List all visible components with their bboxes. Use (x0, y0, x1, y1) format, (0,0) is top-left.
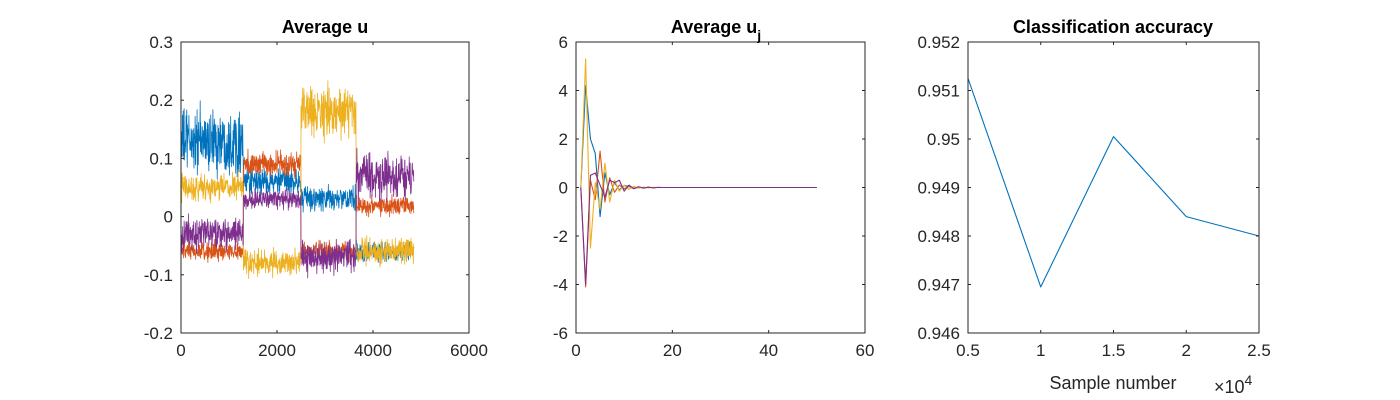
y-tick-label: 6 (559, 33, 568, 52)
series-line-4 (580, 172, 817, 286)
ticks-layer: 0 2000 4000 6000 -0.2 -0.1 0 0.1 0.2 0.3 (144, 33, 488, 360)
x-tick-label: 4000 (354, 341, 392, 360)
x-tick-label: 40 (759, 341, 778, 360)
chart-title: Average uj (671, 17, 761, 43)
y-tick-label: -4 (553, 276, 568, 295)
y-tick-label: 0.951 (917, 82, 960, 101)
y-tick-label: 0 (164, 208, 173, 227)
y-tick-label: 0 (559, 179, 568, 198)
y-tick-label: 0.952 (917, 33, 960, 52)
x-axis-exponent-power: 4 (1245, 372, 1253, 388)
y-tick-label: 2 (559, 130, 568, 149)
series-layer (580, 58, 817, 288)
y-tick-label: 0.2 (149, 91, 173, 110)
y-tick-label: 0.946 (917, 324, 960, 343)
x-tick-label: 1.5 (1102, 341, 1126, 360)
chart-title: Average u (282, 17, 368, 37)
chart-average-u: 0 2000 4000 6000 -0.2 -0.1 0 0.1 0.2 0.3 Average … (144, 17, 488, 360)
y-tick-label: 0.1 (149, 149, 173, 168)
y-tick-label: 4 (559, 82, 568, 101)
x-tick-label: 0 (176, 341, 185, 360)
x-tick-label: 6000 (450, 341, 488, 360)
chart-title-subscript: j (756, 27, 761, 43)
x-axis-exponent: ×104 (1214, 372, 1253, 397)
y-tick-label: 0.947 (917, 276, 960, 295)
y-tick-label: 0.3 (149, 33, 173, 52)
x-tick-label: 2.5 (1247, 341, 1271, 360)
y-tick-label: -0.1 (144, 266, 173, 285)
x-tick-label: 60 (856, 341, 875, 360)
series-layer (967, 78, 1260, 288)
chart-average-uj: 0 20 40 60 -6 -4 -2 0 2 4 6 Average uj (553, 17, 875, 360)
x-axis-label: Sample number (1049, 373, 1176, 393)
ticks-layer: 0 20 40 60 -6 -4 -2 0 2 4 6 (553, 33, 875, 360)
y-tick-label: 0.95 (927, 130, 960, 149)
series-layer (180, 80, 415, 280)
x-tick-label: 0.5 (956, 341, 980, 360)
x-tick-label: 1 (1036, 341, 1045, 360)
x-tick-label: 2000 (258, 341, 296, 360)
x-axis-exponent-base: ×10 (1214, 377, 1245, 397)
chart-classification-accuracy: 0.5 1 1.5 2 2.5 0.946 0.947 0.948 0.949 0.95 0.951… (917, 17, 1270, 397)
y-tick-label: -2 (553, 227, 568, 246)
x-tick-label: 2 (1182, 341, 1191, 360)
x-tick-label: 0 (571, 341, 580, 360)
ticks-layer: 0.5 1 1.5 2 2.5 0.946 0.947 0.948 0.949 0.95 0.951… (917, 33, 1270, 360)
series-line-1 (967, 78, 1260, 288)
y-tick-label: -6 (553, 324, 568, 343)
chart-title-main: Average u (671, 17, 757, 37)
axes-box (180, 41, 470, 334)
x-tick-label: 20 (663, 341, 682, 360)
y-tick-label: 0.948 (917, 227, 960, 246)
chart-title: Classification accuracy (1013, 17, 1213, 37)
series-line-3 (180, 80, 415, 280)
series-line-2 (180, 148, 415, 265)
y-tick-label: -0.2 (144, 324, 173, 343)
series-line-4 (180, 147, 415, 279)
y-tick-label: 0.949 (917, 179, 960, 198)
